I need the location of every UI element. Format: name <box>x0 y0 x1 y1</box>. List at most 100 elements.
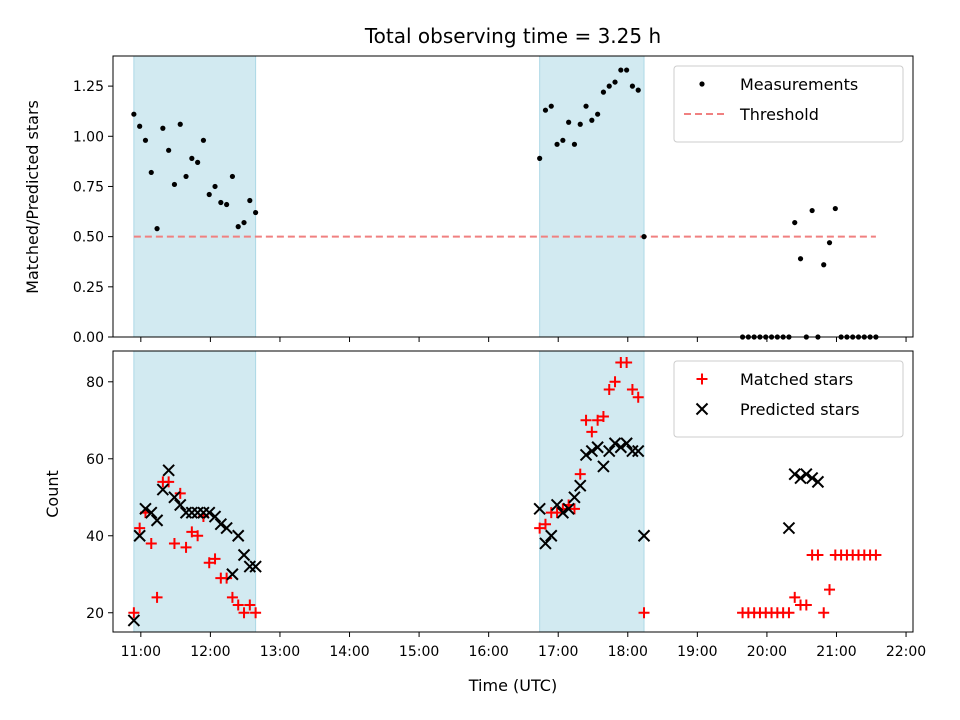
predicted-stars-point <box>191 506 204 519</box>
matched-stars-point <box>174 487 186 499</box>
matched-stars-point <box>232 599 244 611</box>
measurements-point <box>224 201 230 208</box>
matched-stars-point <box>534 522 546 534</box>
matched-stars-point <box>134 522 146 534</box>
y-tick-label: 20 <box>86 606 104 622</box>
legend-label: Matched stars <box>740 370 853 389</box>
measurements-point <box>548 103 554 109</box>
measurements-point <box>832 205 838 212</box>
legend-box <box>673 65 904 143</box>
matched-stars-point <box>163 476 175 488</box>
measurements-point <box>629 83 636 89</box>
predicted-stars-point <box>626 444 639 458</box>
predicted-stars-point <box>226 568 239 581</box>
measurements-point <box>566 119 572 125</box>
measurements-point <box>218 199 224 206</box>
measurements-point <box>635 87 641 93</box>
x-tick-label: 18:00 <box>608 644 648 660</box>
legend-box <box>673 360 904 438</box>
predicted-stars-point <box>539 537 552 550</box>
predicted-stars-point <box>133 529 146 542</box>
measurements-point <box>797 256 804 262</box>
legend-label: Measurements <box>740 75 858 94</box>
matched-stars-point <box>621 357 633 369</box>
measurements-point <box>560 137 566 143</box>
legend-label: Threshold <box>739 105 819 124</box>
shaded-interval <box>539 350 645 633</box>
predicted-stars-point <box>232 529 245 542</box>
measurements-point <box>200 137 207 143</box>
shaded-interval <box>133 55 257 338</box>
matched-stars-point <box>145 537 157 549</box>
predicted-stars-point <box>574 479 587 492</box>
predicted-stars-point <box>214 518 228 531</box>
matched-stars-point <box>586 426 598 438</box>
predicted-stars-point <box>614 441 628 454</box>
x-tick-label: 22:00 <box>886 644 926 660</box>
predicted-stars-point <box>179 506 193 519</box>
predicted-stars-point <box>127 614 141 627</box>
y-tick-label: 1.25 <box>73 79 104 95</box>
measurements-point <box>148 169 154 176</box>
predicted-stars-point <box>568 491 581 504</box>
legend-label: Predicted stars <box>740 400 860 419</box>
matched-stars-point <box>551 507 563 519</box>
x-tick-label: 21:00 <box>816 644 856 660</box>
matched-stars-point <box>800 599 812 611</box>
matched-stars-point <box>244 599 256 611</box>
predicted-stars-point <box>805 471 819 485</box>
measurements-point <box>542 107 549 113</box>
y-tick-label: 0.75 <box>73 179 104 195</box>
measurements-point <box>253 209 259 216</box>
predicted-stars-point <box>237 548 251 562</box>
predicted-stars-point <box>603 444 616 458</box>
axes-frame <box>112 55 914 338</box>
x-tick-label: 17:00 <box>538 644 578 660</box>
y-tick-label: 40 <box>86 529 104 545</box>
x-tick-label: 19:00 <box>677 644 717 660</box>
predicted-stars-point <box>174 498 187 512</box>
x-axis-label: Time (UTC) <box>468 676 557 695</box>
bottom-panel: 11:00 12:00 13:00 14:00 15:00 16:00 17:00 18:00… <box>86 350 926 660</box>
matched-stars-point <box>128 607 140 619</box>
y-tick-label: 0.00 <box>73 330 104 346</box>
predicted-stars-point <box>579 448 593 462</box>
matched-stars-point <box>186 526 198 538</box>
measurements-point <box>142 137 149 143</box>
measurements-point <box>166 147 172 153</box>
matched-stars-point <box>812 549 824 561</box>
matched-stars-point <box>603 383 615 395</box>
matched-stars-point <box>789 591 801 603</box>
predicted-stars-point <box>608 437 622 450</box>
measurements-point <box>137 123 143 129</box>
legend-marker <box>696 373 708 385</box>
predicted-stars-point <box>145 506 158 519</box>
predicted-stars-point <box>620 437 633 450</box>
matched-stars-point <box>626 383 638 395</box>
measurements-point <box>618 67 624 73</box>
predicted-stars-point <box>203 506 216 519</box>
predicted-stars-point <box>197 506 210 519</box>
measurements-point <box>826 240 833 246</box>
predicted-stars-point <box>632 444 645 458</box>
chart-title: Total observing time = 3.25 h <box>364 24 661 48</box>
predicted-stars-point <box>156 483 170 496</box>
measurements-point <box>154 226 160 232</box>
measurements-point <box>595 111 601 117</box>
measurements-point <box>229 173 236 180</box>
top-y-axis-label: Matched/Predicted stars <box>23 100 42 294</box>
matched-stars-point <box>824 584 836 596</box>
matched-stars-point <box>203 557 215 569</box>
measurements-point <box>160 125 166 131</box>
measurements-point <box>206 191 212 198</box>
matched-stars-point <box>151 591 163 603</box>
matched-stars-point <box>221 572 233 584</box>
measurements-point <box>600 89 607 95</box>
measurements-point <box>641 234 647 240</box>
matched-stars-point <box>580 414 592 426</box>
predicted-stars-point <box>243 560 257 573</box>
predicted-stars-point <box>208 510 222 523</box>
measurements-point <box>554 141 560 147</box>
measurements-point <box>235 224 241 230</box>
matched-stars-point <box>597 410 609 422</box>
